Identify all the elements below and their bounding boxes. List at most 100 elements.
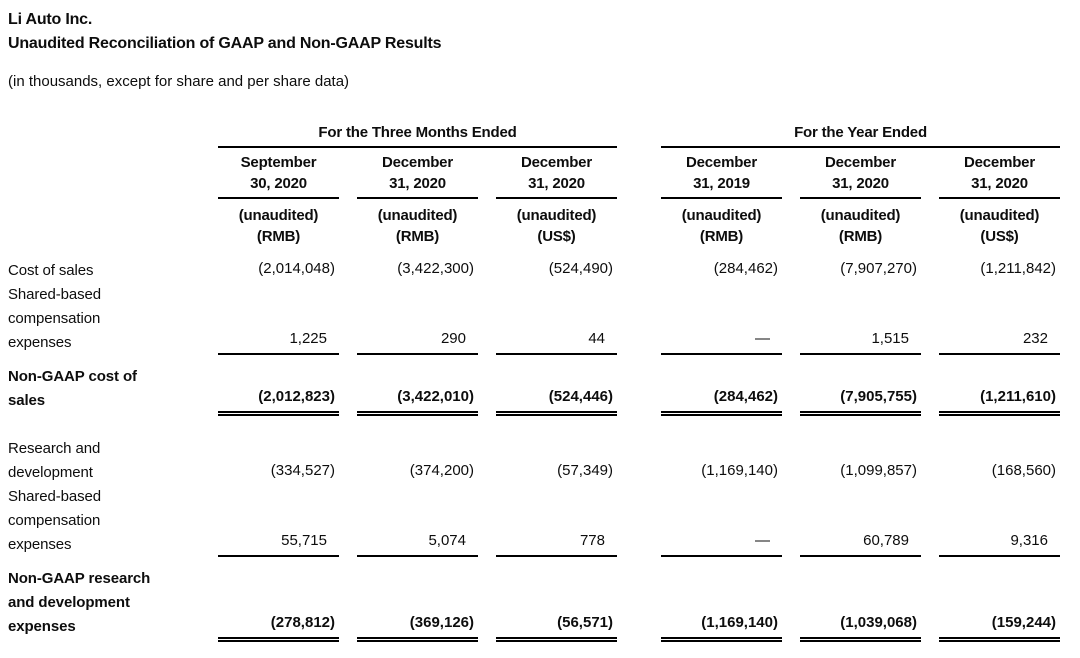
column-header-currency: (US$) — [980, 228, 1019, 245]
group-gap — [635, 484, 643, 485]
row-label-text: Non-GAAP cost of sales — [8, 368, 137, 409]
cell-value: (374,200) — [409, 462, 474, 479]
group-header-year-ended: For the Year Ended — [661, 122, 1060, 148]
column-header-date-line1: September — [240, 154, 317, 171]
table-row: Shared-based compensation expenses 55,715… — [8, 485, 1080, 557]
group-gap — [635, 556, 643, 557]
table-row: Research and development (334,527) (374,20… — [8, 437, 1080, 485]
cell-value: 1,515 — [800, 327, 921, 355]
table-cell: (374,200) — [357, 459, 478, 485]
group-gap — [635, 638, 643, 639]
table-audit-header-row: (unaudited) (unaudited) (unaudited) (unaudi… — [8, 205, 1080, 226]
cell-value: (524,490) — [548, 260, 613, 277]
table-cell: (2,014,048) — [218, 257, 339, 283]
table-cell: (56,571) — [496, 611, 617, 642]
group-gap — [635, 412, 643, 413]
group-gap — [635, 354, 643, 355]
table-cell: (524,490) — [496, 257, 617, 283]
row-label: Shared-based compensation expenses — [8, 283, 200, 355]
cell-value: (2,014,048) — [258, 260, 335, 277]
cell-value: (284,462) — [661, 385, 782, 416]
cell-value: — — [661, 529, 782, 557]
document-page: Li Auto Inc. Unaudited Reconciliation of… — [8, 11, 1080, 642]
group-gap — [635, 147, 643, 148]
cell-value: (1,211,610) — [939, 385, 1060, 416]
column-header-date-line1: December — [964, 154, 1035, 171]
cell-value: (2,012,823) — [218, 385, 339, 416]
table-cell: 1,225 — [218, 327, 339, 355]
table-cell: (284,462) — [661, 385, 782, 416]
units-note: (in thousands, except for share and per … — [8, 73, 350, 90]
table-cell: (159,244) — [939, 611, 1060, 642]
row-label-text: Cost of sales — [8, 262, 94, 279]
row-label: Non-GAAP cost of sales — [8, 365, 200, 413]
table-cell: (7,907,270) — [800, 257, 921, 283]
column-header-date-line1: December — [686, 154, 757, 171]
table-cell: (334,527) — [218, 459, 339, 485]
table-row: Shared-based compensation expenses 1,225 2… — [8, 283, 1080, 355]
column-header-date-line2: 31, 2019 — [693, 175, 750, 192]
cell-value: (168,560) — [991, 462, 1056, 479]
cell-value: (57,349) — [557, 462, 613, 479]
cell-value: (524,446) — [496, 385, 617, 416]
table-cell: (57,349) — [496, 459, 617, 485]
table-cell: (1,169,140) — [661, 611, 782, 642]
table-cell: 778 — [496, 529, 617, 557]
cell-value: (56,571) — [496, 611, 617, 642]
group-header-three-months-ended: For the Three Months Ended — [218, 122, 617, 148]
row-label: Non-GAAP research and development expens… — [8, 567, 200, 639]
table-cell: (1,039,068) — [800, 611, 921, 642]
table-cell: — — [661, 529, 782, 557]
table-cell: 5,074 — [357, 529, 478, 557]
cell-value: (1,099,857) — [840, 462, 917, 479]
table-cell: (3,422,300) — [357, 257, 478, 283]
column-header-date-line2: 30, 2020 — [250, 175, 307, 192]
column-header-currency: (RMB) — [699, 228, 744, 245]
table-cell: (524,446) — [496, 385, 617, 416]
table-cell: (1,099,857) — [800, 459, 921, 485]
cell-value: (3,422,300) — [397, 260, 474, 277]
company-name: Li Auto Inc. — [8, 11, 93, 28]
column-header-date-line2: 31, 2020 — [389, 175, 446, 192]
table-cell: (7,905,755) — [800, 385, 921, 416]
cell-value: (369,126) — [357, 611, 478, 642]
table-cell: (2,012,823) — [218, 385, 339, 416]
table-body: Cost of sales (2,014,048) (3,422,300) (524,… — [8, 257, 1080, 642]
cell-value: (159,244) — [939, 611, 1060, 642]
table-cell: (369,126) — [357, 611, 478, 642]
column-header-audit: (unaudited) — [377, 207, 458, 224]
column-header-audit: (unaudited) — [681, 207, 762, 224]
cell-value: 55,715 — [218, 529, 339, 557]
cell-value: (1,169,140) — [701, 462, 778, 479]
column-header-date: December 31, 2020 — [800, 152, 921, 199]
column-header-currency: (RMB) — [395, 228, 440, 245]
column-header-currency: (RMB) — [838, 228, 883, 245]
column-header-audit: (unaudited) — [959, 207, 1040, 224]
table-cell: 232 — [939, 327, 1060, 355]
table-cell: (1,211,610) — [939, 385, 1060, 416]
table-cell: (1,169,140) — [661, 459, 782, 485]
group-gap — [635, 198, 643, 199]
column-header-date-line1: December — [521, 154, 592, 171]
table-cell: 55,715 — [218, 529, 339, 557]
cell-value: (1,169,140) — [661, 611, 782, 642]
row-label-text: Non-GAAP research and development expens… — [8, 570, 151, 635]
table-cell: (168,560) — [939, 459, 1060, 485]
cell-value: (1,039,068) — [800, 611, 921, 642]
row-label-text: Shared-based compensation expenses — [8, 286, 102, 351]
table-cell: 44 — [496, 327, 617, 355]
cell-value: 5,074 — [357, 529, 478, 557]
cell-value: (1,211,842) — [980, 260, 1056, 277]
row-label-text: Shared-based compensation expenses — [8, 488, 102, 553]
group-gap — [635, 225, 643, 226]
table-cell: (278,812) — [218, 611, 339, 642]
table-group-header-row: For the Three Months Ended For the Year … — [8, 122, 1080, 148]
table-cell: 290 — [357, 327, 478, 355]
column-header-currency: (RMB) — [256, 228, 301, 245]
cell-value: 44 — [496, 327, 617, 355]
column-header-date-line1: December — [382, 154, 453, 171]
column-header-audit: (unaudited) — [516, 207, 597, 224]
cell-value: (278,812) — [218, 611, 339, 642]
cell-value: — — [661, 327, 782, 355]
row-label: Research and development — [8, 437, 200, 485]
